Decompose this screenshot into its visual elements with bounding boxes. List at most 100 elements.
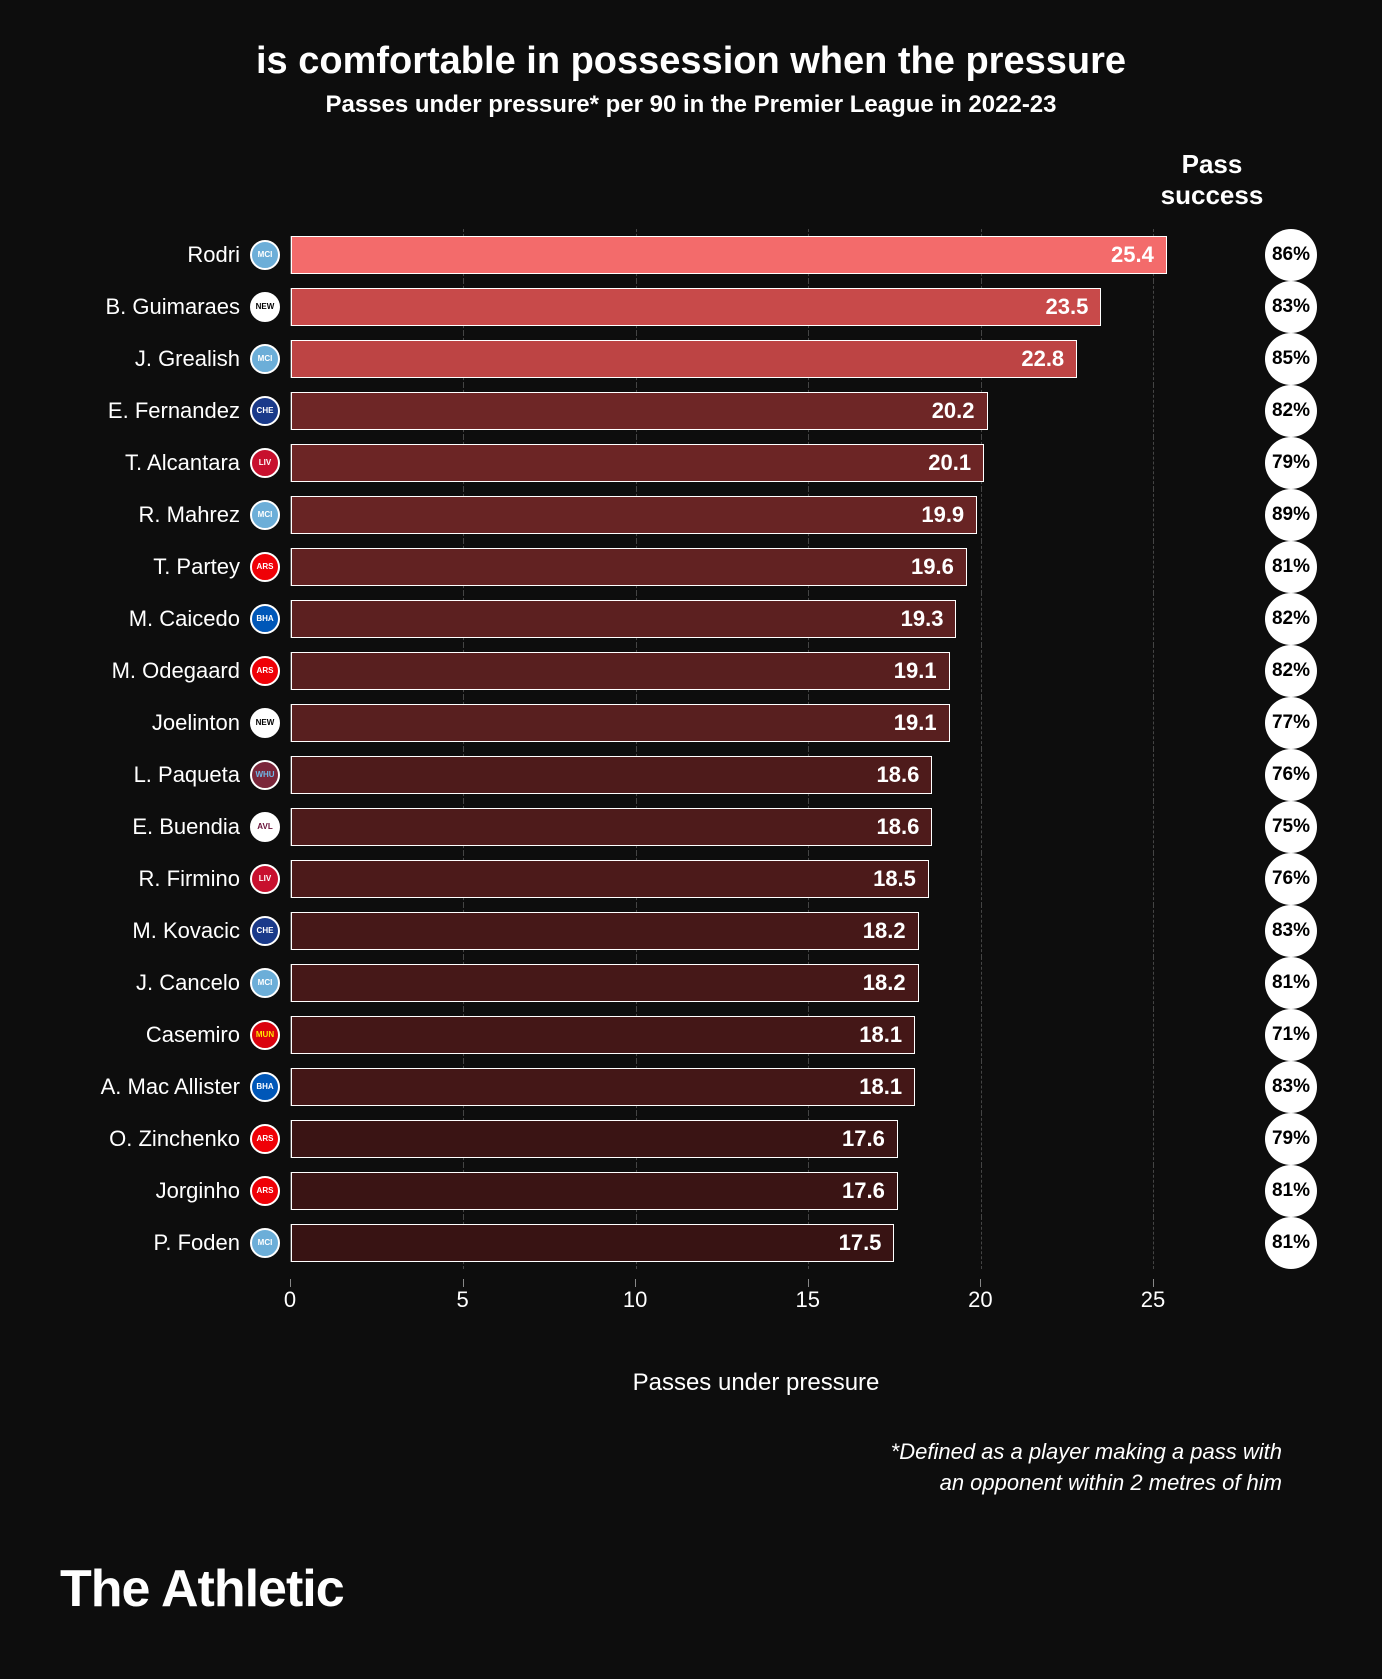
x-tick: 25 bbox=[1141, 1287, 1165, 1313]
bar: 18.2 bbox=[291, 964, 919, 1002]
pass-success-badge: 81% bbox=[1265, 957, 1317, 1009]
chart-area: Pass success RodriMCI25.486%B. Guimaraes… bbox=[60, 149, 1322, 1397]
bar-row: O. ZinchenkoARS17.679% bbox=[290, 1113, 1222, 1165]
club-badge-icon: AVL bbox=[250, 812, 280, 842]
bar-track: 18.6 bbox=[290, 756, 1222, 794]
bar: 20.1 bbox=[291, 444, 984, 482]
bar-row: T. AlcantaraLIV20.179% bbox=[290, 437, 1222, 489]
bar: 20.2 bbox=[291, 392, 988, 430]
club-badge-icon: CHE bbox=[250, 916, 280, 946]
x-tick: 15 bbox=[796, 1287, 820, 1313]
pass-success-badge: 83% bbox=[1265, 281, 1317, 333]
bar-track: 19.1 bbox=[290, 704, 1222, 742]
x-axis-label: Passes under pressure bbox=[290, 1369, 1222, 1397]
club-badge-icon: LIV bbox=[250, 448, 280, 478]
bar-row: J. GrealishMCI22.885% bbox=[290, 333, 1222, 385]
player-name: Casemiro bbox=[60, 1022, 240, 1048]
pass-success-badge: 79% bbox=[1265, 1113, 1317, 1165]
player-name: E. Buendia bbox=[60, 814, 240, 840]
bar: 19.1 bbox=[291, 704, 950, 742]
pass-success-badge: 83% bbox=[1265, 1061, 1317, 1113]
bar-row: A. Mac AllisterBHA18.183% bbox=[290, 1061, 1222, 1113]
footnote-line1: *Defined as a player making a pass with bbox=[891, 1439, 1282, 1464]
bar-track: 19.9 bbox=[290, 496, 1222, 534]
pass-success-badge: 82% bbox=[1265, 645, 1317, 697]
bar: 17.6 bbox=[291, 1120, 898, 1158]
bar-track: 22.8 bbox=[290, 340, 1222, 378]
club-badge-icon: WHU bbox=[250, 760, 280, 790]
bar-track: 19.1 bbox=[290, 652, 1222, 690]
bar: 18.2 bbox=[291, 912, 919, 950]
bar: 18.5 bbox=[291, 860, 929, 898]
bar-track: 23.5 bbox=[290, 288, 1222, 326]
bar-row: J. CanceloMCI18.281% bbox=[290, 957, 1222, 1009]
x-axis: 0510152025 bbox=[290, 1279, 1222, 1319]
club-badge-icon: LIV bbox=[250, 864, 280, 894]
club-badge-icon: ARS bbox=[250, 1124, 280, 1154]
club-badge-icon: CHE bbox=[250, 396, 280, 426]
club-badge-icon: NEW bbox=[250, 292, 280, 322]
bar-track: 18.5 bbox=[290, 860, 1222, 898]
bar-row: B. GuimaraesNEW23.583% bbox=[290, 281, 1222, 333]
pass-success-badge: 85% bbox=[1265, 333, 1317, 385]
bar: 17.6 bbox=[291, 1172, 898, 1210]
player-name: M. Caicedo bbox=[60, 606, 240, 632]
player-name: T. Alcantara bbox=[60, 450, 240, 476]
bar-track: 19.3 bbox=[290, 600, 1222, 638]
club-badge-icon: ARS bbox=[250, 1176, 280, 1206]
pass-success-badge: 82% bbox=[1265, 385, 1317, 437]
x-tick: 10 bbox=[623, 1287, 647, 1313]
bar-row: T. ParteyARS19.681% bbox=[290, 541, 1222, 593]
bar: 19.9 bbox=[291, 496, 977, 534]
x-tick: 20 bbox=[968, 1287, 992, 1313]
club-badge-icon: ARS bbox=[250, 656, 280, 686]
x-tick: 5 bbox=[456, 1287, 468, 1313]
player-name: E. Fernandez bbox=[60, 398, 240, 424]
bar: 23.5 bbox=[291, 288, 1101, 326]
bar-row: E. FernandezCHE20.282% bbox=[290, 385, 1222, 437]
bar-row: E. BuendiaAVL18.675% bbox=[290, 801, 1222, 853]
bar-track: 17.6 bbox=[290, 1120, 1222, 1158]
club-badge-icon: MCI bbox=[250, 344, 280, 374]
bar-rows: RodriMCI25.486%B. GuimaraesNEW23.583%J. … bbox=[290, 229, 1222, 1269]
bar: 18.6 bbox=[291, 756, 932, 794]
pass-success-badge: 82% bbox=[1265, 593, 1317, 645]
club-badge-icon: ARS bbox=[250, 552, 280, 582]
bar-track: 18.6 bbox=[290, 808, 1222, 846]
player-name: Rodri bbox=[60, 242, 240, 268]
player-name: M. Odegaard bbox=[60, 658, 240, 684]
player-name: L. Paqueta bbox=[60, 762, 240, 788]
bar-track: 18.2 bbox=[290, 912, 1222, 950]
bar-row: CasemiroMUN18.171% bbox=[290, 1009, 1222, 1061]
club-badge-icon: MCI bbox=[250, 500, 280, 530]
bar-row: M. KovacicCHE18.283% bbox=[290, 905, 1222, 957]
pass-success-badge: 81% bbox=[1265, 541, 1317, 593]
bar: 25.4 bbox=[291, 236, 1167, 274]
chart-subtitle: Passes under pressure* per 90 in the Pre… bbox=[60, 91, 1322, 119]
pass-success-badge: 76% bbox=[1265, 853, 1317, 905]
pass-success-badge: 76% bbox=[1265, 749, 1317, 801]
player-name: T. Partey bbox=[60, 554, 240, 580]
pass-success-badge: 79% bbox=[1265, 437, 1317, 489]
bar-row: JorginhoARS17.681% bbox=[290, 1165, 1222, 1217]
footnote: *Defined as a player making a pass with … bbox=[60, 1437, 1322, 1499]
player-name: B. Guimaraes bbox=[60, 294, 240, 320]
bar-track: 17.5 bbox=[290, 1224, 1222, 1262]
bar-track: 18.2 bbox=[290, 964, 1222, 1002]
pass-success-badge: 81% bbox=[1265, 1165, 1317, 1217]
pass-success-badge: 83% bbox=[1265, 905, 1317, 957]
bar: 19.3 bbox=[291, 600, 956, 638]
bar: 18.6 bbox=[291, 808, 932, 846]
bar-track: 17.6 bbox=[290, 1172, 1222, 1210]
bar-track: 19.6 bbox=[290, 548, 1222, 586]
club-badge-icon: MUN bbox=[250, 1020, 280, 1050]
club-badge-icon: MCI bbox=[250, 240, 280, 270]
player-name: A. Mac Allister bbox=[60, 1074, 240, 1100]
player-name: Joelinton bbox=[60, 710, 240, 736]
footnote-line2: an opponent within 2 metres of him bbox=[940, 1470, 1282, 1495]
chart-title: is comfortable in possession when the pr… bbox=[60, 40, 1322, 83]
club-badge-icon: BHA bbox=[250, 1072, 280, 1102]
bar-row: JoelintonNEW19.177% bbox=[290, 697, 1222, 749]
bar: 17.5 bbox=[291, 1224, 894, 1262]
bar-track: 20.1 bbox=[290, 444, 1222, 482]
